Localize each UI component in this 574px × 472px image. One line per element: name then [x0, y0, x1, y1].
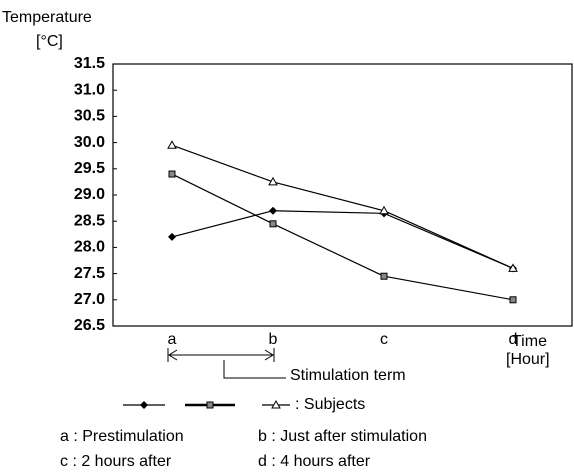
x-unit: [Hour] — [506, 351, 550, 368]
point — [167, 140, 177, 149]
note: a : Prestimulation — [60, 428, 184, 445]
legend-marker — [271, 399, 281, 409]
point — [269, 206, 277, 215]
point — [168, 232, 176, 241]
legend-label: : Subjects — [295, 396, 365, 413]
series-line — [171, 210, 514, 269]
y-tick-label: 31.5 — [74, 55, 105, 72]
legend-marker — [140, 401, 148, 409]
y-tick-label: 30.0 — [74, 134, 105, 151]
y-tick-label: 28.5 — [74, 212, 105, 229]
y-tick-label: 29.0 — [74, 186, 105, 203]
note: c : 2 hours after — [60, 453, 172, 470]
x-tick-label: a — [168, 331, 177, 348]
y-label: Temperature — [2, 9, 92, 26]
y-tick-label: 27.0 — [74, 291, 105, 308]
point — [379, 205, 389, 215]
point — [509, 296, 517, 304]
x-tick-label: c — [380, 331, 388, 348]
point — [380, 272, 388, 280]
stimulation-bracket — [167, 348, 286, 379]
note: b : Just after stimulation — [258, 428, 427, 445]
note: d : 4 hours after — [258, 453, 371, 470]
point — [269, 220, 277, 228]
plot-frame — [112, 63, 573, 327]
y-tick-label: 31.0 — [74, 81, 105, 98]
y-tick-label: 26.5 — [74, 317, 105, 334]
x-tick-label: d — [509, 331, 518, 348]
y-tick-label: 30.5 — [74, 108, 105, 125]
legend-marker — [206, 401, 214, 409]
x-label: Time — [512, 333, 547, 350]
y-tick-label: 28.0 — [74, 239, 105, 256]
series-line — [171, 144, 514, 269]
point — [268, 176, 278, 186]
y-tick-label: 27.5 — [74, 265, 105, 282]
series-line — [171, 173, 514, 301]
point — [508, 263, 518, 272]
point — [168, 170, 176, 178]
x-tick-label: b — [269, 331, 278, 348]
y-unit: [°C] — [36, 33, 63, 50]
stimulation-label: Stimulation term — [290, 367, 406, 384]
y-tick-label: 29.5 — [74, 160, 105, 177]
